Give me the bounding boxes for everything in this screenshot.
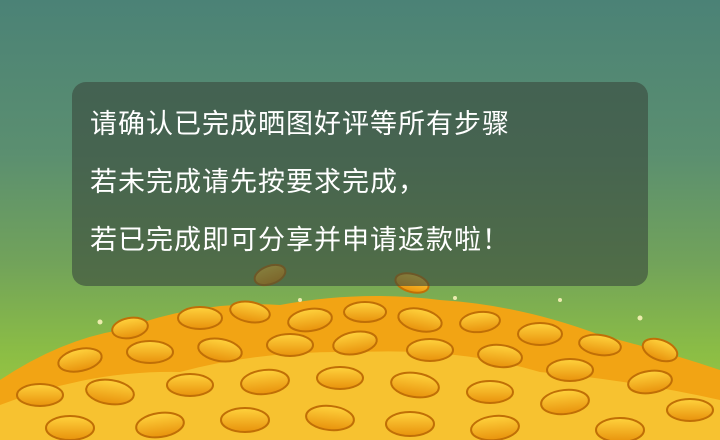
- confirmation-notice-panel: 请确认已完成晒图好评等所有步骤 若未完成请先按要求完成， 若已完成即可分享并申请…: [72, 82, 648, 286]
- notice-line-1: 请确认已完成晒图好评等所有步骤: [90, 109, 510, 140]
- notice-line-3: 若已完成即可分享并申请返款啦！: [90, 225, 510, 256]
- notice-line-2: 若未完成请先按要求完成，: [90, 167, 426, 198]
